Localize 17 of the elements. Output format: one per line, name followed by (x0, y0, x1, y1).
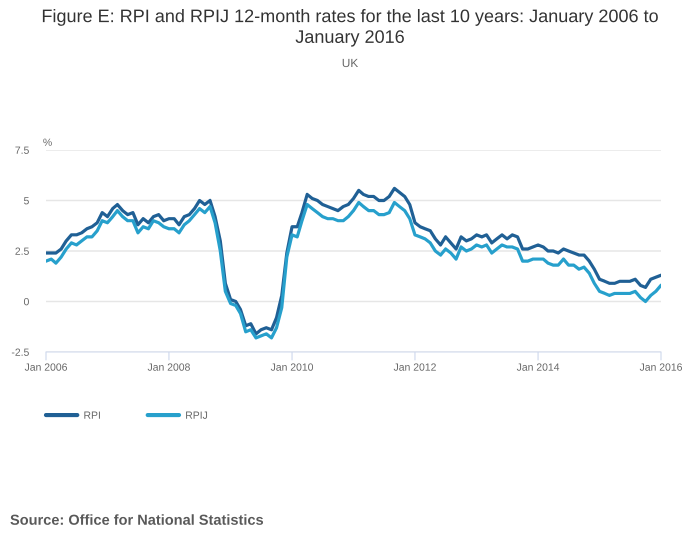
x-tick-label: Jan 2008 (148, 363, 190, 371)
legend-label: RPIJ (186, 412, 208, 419)
y-tick-label: 0 (24, 298, 29, 306)
y-tick-label: -2.5 (12, 348, 29, 356)
x-tick-label: Jan 2014 (516, 363, 560, 371)
chart-title: Figure E: RPI and RPIJ 12-month rates for the last 10 years: January 2006 to January 2016 (42, 9, 658, 47)
legend-label: RPI (84, 412, 100, 419)
x-tick-label: Jan 2012 (394, 363, 436, 371)
x-tick-label: Jan 2006 (24, 363, 67, 371)
x-tick-label: Jan 2010 (270, 363, 314, 371)
source-note: Source: Office for National Statistics (10, 514, 264, 525)
y-tick-label: 7.5 (15, 146, 29, 154)
x-tick-label: Jan 2016 (640, 363, 682, 371)
y-tick-label: 2.5 (15, 248, 29, 255)
chart-subtitle: UK (342, 58, 358, 68)
y-axis-title: % (43, 138, 52, 146)
y-tick-label: 5 (24, 197, 29, 204)
